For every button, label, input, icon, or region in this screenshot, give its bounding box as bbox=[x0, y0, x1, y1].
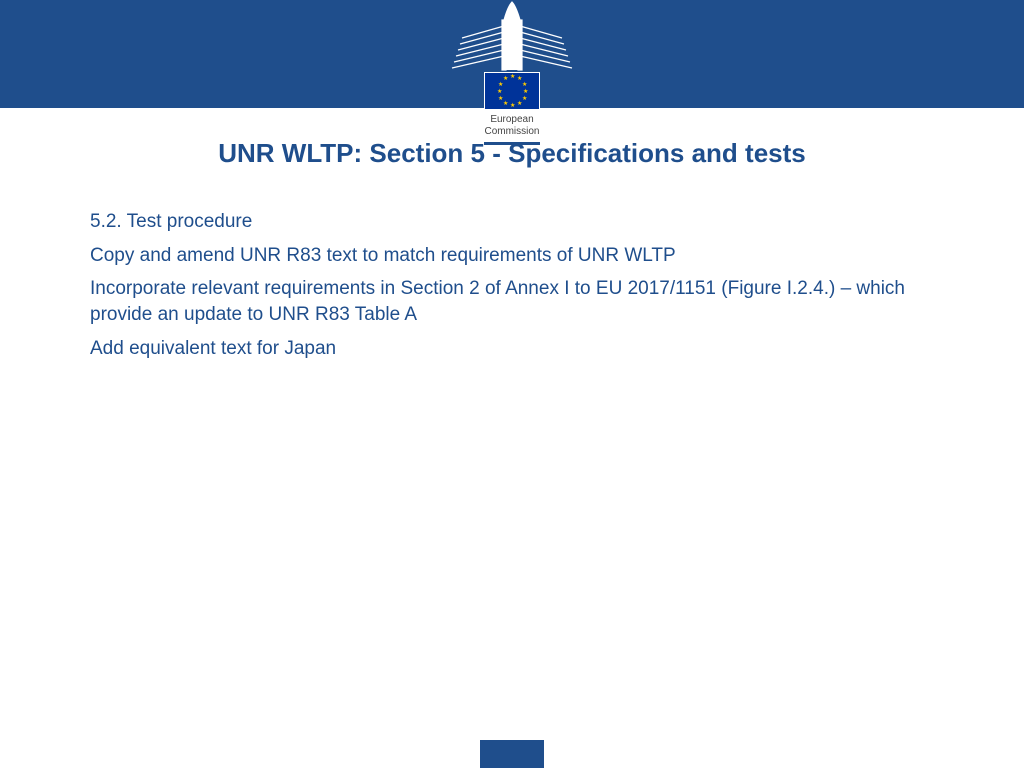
ec-logo-block: ★ ★ ★ ★ ★ ★ ★ ★ ★ ★ ★ ★ European Commiss… bbox=[432, 0, 592, 145]
paragraph: 5.2. Test procedure bbox=[90, 209, 934, 235]
org-line2: Commission bbox=[484, 126, 539, 137]
slide-content: UNR WLTP: Section 5 - Specifications and… bbox=[0, 108, 1024, 361]
paragraph: Incorporate relevant requirements in Sec… bbox=[90, 276, 934, 327]
paragraph: Add equivalent text for Japan bbox=[90, 336, 934, 362]
org-line1: European bbox=[490, 114, 533, 125]
org-name: European Commission bbox=[432, 114, 592, 138]
ec-building-icon bbox=[442, 0, 582, 80]
footer-flag bbox=[480, 740, 544, 768]
paragraph: Copy and amend UNR R83 text to match req… bbox=[90, 243, 934, 269]
slide-body: 5.2. Test procedure Copy and amend UNR R… bbox=[90, 209, 934, 361]
header-band: ★ ★ ★ ★ ★ ★ ★ ★ ★ ★ ★ ★ European Commiss… bbox=[0, 0, 1024, 108]
eu-flag-icon: ★ ★ ★ ★ ★ ★ ★ ★ ★ ★ ★ ★ bbox=[484, 72, 540, 110]
org-underline bbox=[484, 142, 540, 145]
